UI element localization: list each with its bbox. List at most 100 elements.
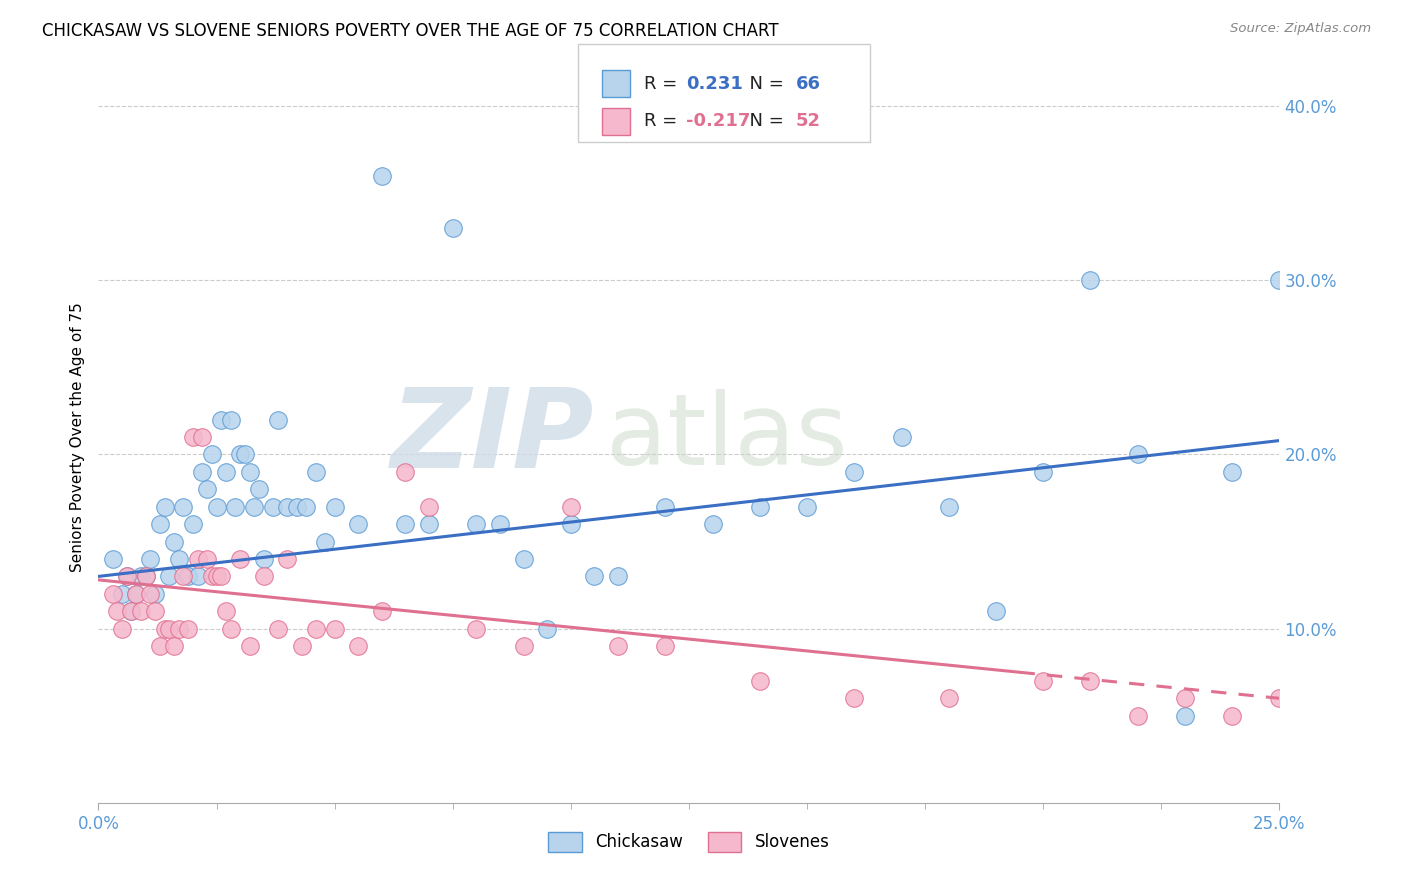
Point [295, 500, 318, 514]
Point [191, 465, 214, 479]
Point [181, 430, 204, 444]
Point [1268, 273, 1291, 287]
Point [253, 552, 276, 566]
Point [135, 569, 157, 583]
Text: ZIP: ZIP [391, 384, 595, 491]
Point [167, 552, 190, 566]
Point [305, 465, 328, 479]
Point [149, 517, 172, 532]
Point [209, 412, 232, 426]
Point [323, 622, 346, 636]
Point [536, 622, 558, 636]
Point [1220, 465, 1243, 479]
Point [267, 622, 290, 636]
Point [1080, 673, 1102, 688]
Text: -0.217: -0.217 [686, 112, 751, 130]
Text: 66: 66 [796, 75, 821, 93]
Point [253, 569, 276, 583]
Point [139, 587, 162, 601]
Point [262, 500, 284, 514]
Point [890, 430, 912, 444]
Legend: Chickasaw, Slovenes: Chickasaw, Slovenes [540, 823, 838, 860]
Point [607, 569, 630, 583]
Point [195, 483, 218, 497]
Point [290, 639, 312, 653]
Point [938, 691, 960, 706]
Point [121, 604, 143, 618]
Point [129, 569, 152, 583]
Point [1174, 691, 1197, 706]
Point [512, 552, 534, 566]
Point [371, 604, 394, 618]
Point [654, 639, 676, 653]
Point [702, 517, 724, 532]
Point [111, 622, 134, 636]
Point [181, 517, 204, 532]
Text: atlas: atlas [606, 389, 848, 485]
Point [229, 552, 252, 566]
Point [748, 500, 770, 514]
Point [229, 448, 252, 462]
Point [844, 465, 866, 479]
Point [233, 448, 256, 462]
Point [101, 552, 124, 566]
Text: R =: R = [644, 112, 683, 130]
Text: 0.231: 0.231 [686, 75, 742, 93]
Text: N =: N = [738, 112, 790, 130]
Text: CHICKASAW VS SLOVENE SENIORS POVERTY OVER THE AGE OF 75 CORRELATION CHART: CHICKASAW VS SLOVENE SENIORS POVERTY OVE… [42, 22, 779, 40]
Point [465, 517, 488, 532]
Point [201, 448, 224, 462]
Point [314, 534, 336, 549]
Point [125, 587, 148, 601]
Point [243, 500, 266, 514]
Point [167, 622, 190, 636]
Point [205, 500, 228, 514]
Point [560, 500, 582, 514]
Point [285, 500, 308, 514]
Point [101, 587, 124, 601]
Point [163, 639, 186, 653]
Point [418, 500, 440, 514]
Point [1220, 708, 1243, 723]
Point [205, 569, 228, 583]
Point [153, 622, 176, 636]
Point [1032, 673, 1054, 688]
Point [239, 639, 262, 653]
Point [143, 587, 166, 601]
Text: R =: R = [644, 75, 683, 93]
Point [560, 517, 582, 532]
Point [177, 622, 200, 636]
Point [607, 639, 630, 653]
Point [129, 604, 152, 618]
Point [215, 465, 238, 479]
Point [1268, 691, 1291, 706]
Point [512, 639, 534, 653]
Point [748, 673, 770, 688]
Point [135, 569, 157, 583]
Point [219, 412, 242, 426]
Point [247, 483, 270, 497]
Point [111, 587, 134, 601]
Point [195, 552, 218, 566]
Point [347, 517, 370, 532]
Text: Source: ZipAtlas.com: Source: ZipAtlas.com [1230, 22, 1371, 36]
Point [187, 569, 209, 583]
Point [654, 500, 676, 514]
Point [305, 622, 328, 636]
Point [149, 639, 172, 653]
Point [157, 569, 180, 583]
Y-axis label: Seniors Poverty Over the Age of 75: Seniors Poverty Over the Age of 75 [69, 302, 84, 572]
Text: 52: 52 [796, 112, 821, 130]
Point [125, 587, 148, 601]
Point [115, 569, 138, 583]
Point [163, 534, 186, 549]
Point [201, 569, 224, 583]
Point [465, 622, 488, 636]
Point [583, 569, 606, 583]
Point [121, 604, 143, 618]
Point [323, 500, 346, 514]
Point [105, 604, 128, 618]
Point [1174, 708, 1197, 723]
Point [177, 569, 200, 583]
Point [1080, 273, 1102, 287]
